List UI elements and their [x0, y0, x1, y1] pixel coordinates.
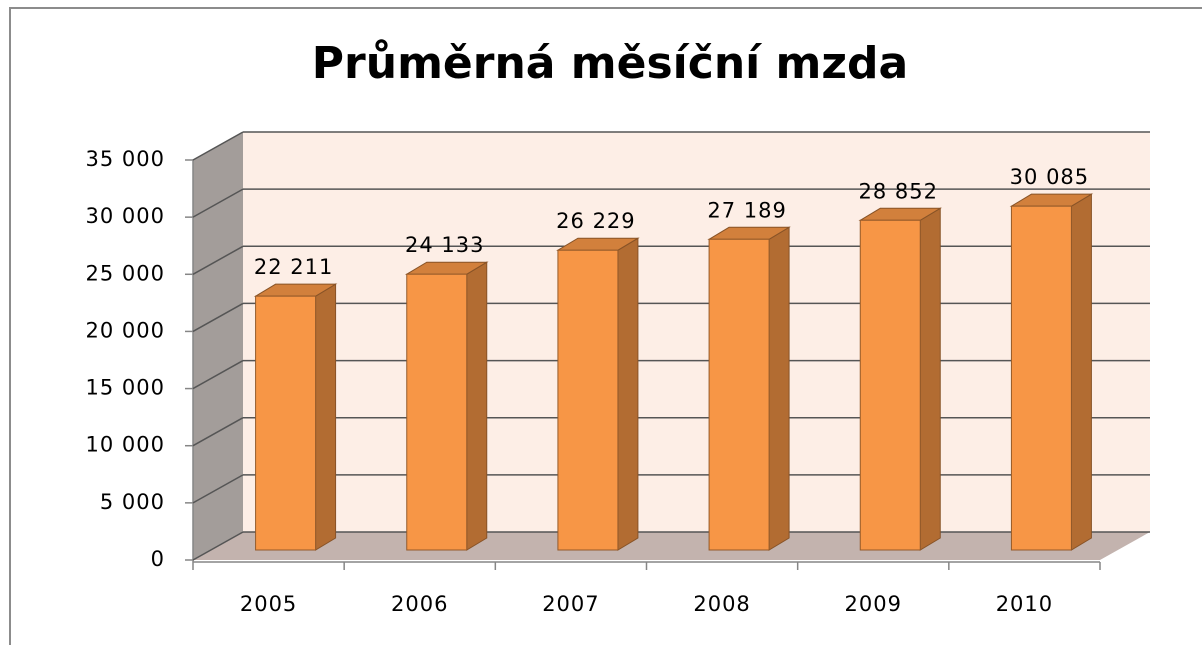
bar-side [768, 226, 790, 551]
value-label: 22 211 [254, 255, 333, 279]
x-tick-label: 2005 [240, 592, 297, 616]
grid-line [192, 359, 244, 390]
x-tick-label: 2006 [391, 592, 448, 616]
grid-line [192, 531, 244, 561]
bar [708, 238, 770, 551]
x-tick-label: 2008 [693, 592, 750, 616]
value-label: 27 189 [707, 198, 786, 222]
grid-line [192, 302, 244, 333]
chart-title: Průměrná měsíční mzda [312, 38, 908, 89]
bar-side [315, 283, 337, 551]
grid-line [192, 131, 244, 161]
grid-line [192, 417, 244, 447]
bar-side [1070, 193, 1092, 551]
value-label: 28 852 [859, 179, 938, 203]
grid-line [192, 474, 244, 504]
floor [193, 532, 1150, 560]
grid-line [192, 245, 244, 275]
bar [859, 219, 921, 551]
y-tick-label: 15 000 [86, 376, 165, 400]
x-tick-label: 2010 [996, 592, 1053, 616]
bar-side [617, 237, 639, 551]
y-tick-label: 0 [151, 547, 165, 571]
y-tick-label: 35 000 [86, 147, 165, 171]
grid-line [192, 188, 244, 218]
value-label: 30 085 [1010, 165, 1089, 189]
x-tick-label: 2007 [542, 592, 599, 616]
y-tick-label: 20 000 [86, 318, 165, 342]
y-tick-label: 10 000 [86, 433, 165, 457]
y-tick-label: 30 000 [86, 204, 165, 228]
bar [1010, 205, 1072, 551]
bar-side [466, 261, 488, 551]
value-label: 26 229 [556, 209, 635, 233]
side-wall [193, 132, 243, 560]
y-tick-label: 5 000 [100, 490, 165, 514]
bar [557, 249, 619, 551]
value-label: 24 133 [405, 233, 484, 257]
bar-side [919, 207, 941, 551]
bar [255, 295, 317, 551]
bar [406, 273, 468, 551]
x-tick-label: 2009 [845, 592, 902, 616]
y-tick-label: 25 000 [86, 261, 165, 285]
